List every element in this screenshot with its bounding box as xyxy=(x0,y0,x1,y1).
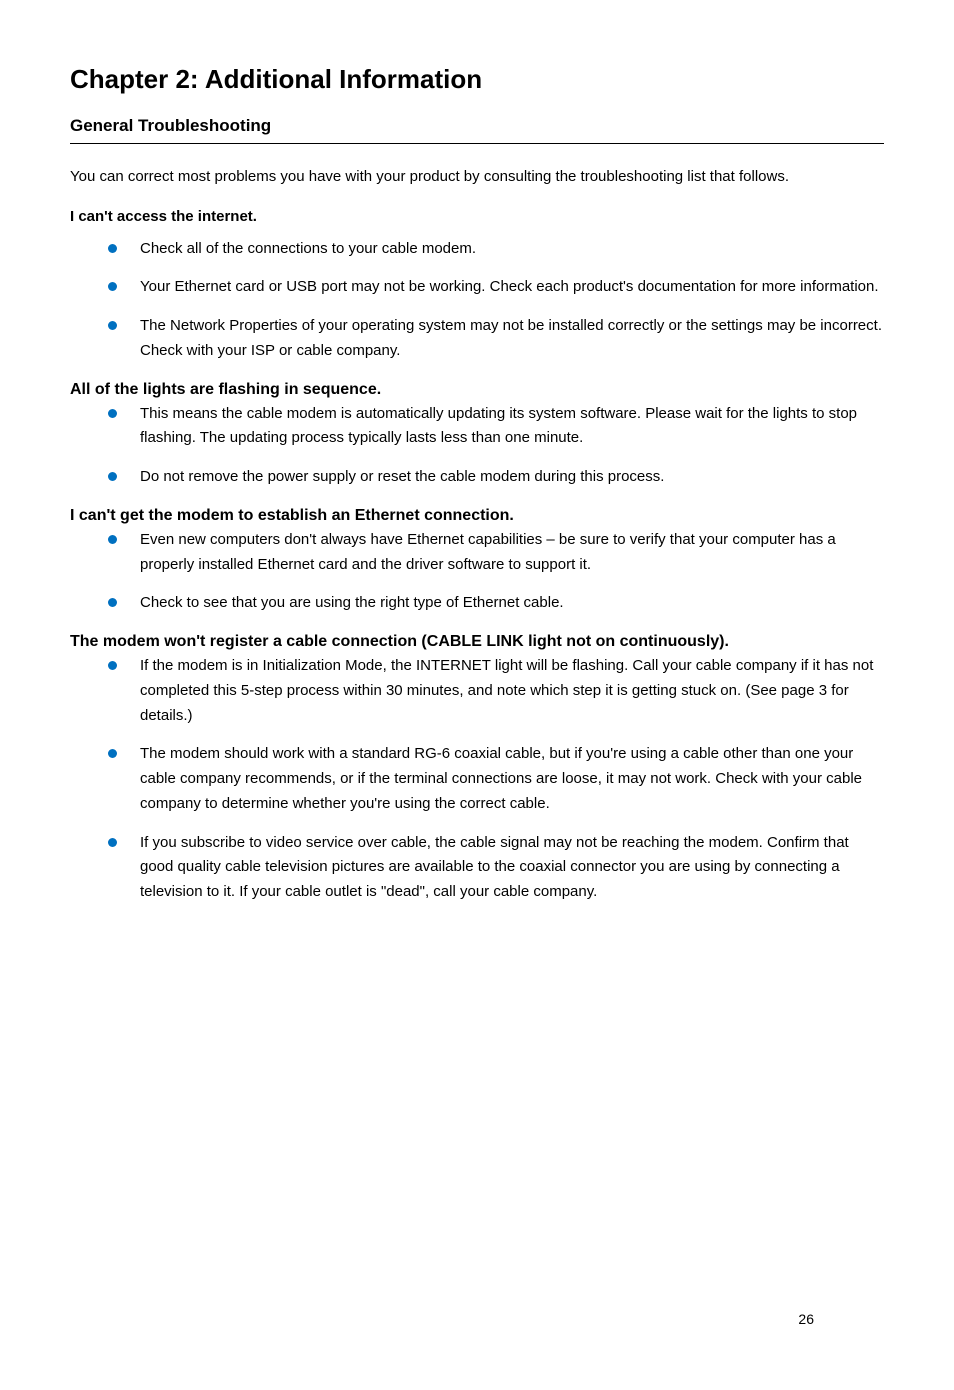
list-item: Do not remove the power supply or reset … xyxy=(70,465,884,490)
list-item: The modem should work with a standard RG… xyxy=(70,742,884,816)
troubleshooting-list: This means the cable modem is automatica… xyxy=(70,402,884,490)
troubleshooting-groups: I can't access the internet. Check all of… xyxy=(70,206,884,905)
page: Chapter 2: Additional Information Genera… xyxy=(70,60,884,1350)
troubleshooting-heading: I can't access the internet. xyxy=(70,206,884,229)
troubleshooting-heading: All of the lights are flashing in sequen… xyxy=(70,378,884,402)
list-item: If the modem is in Initialization Mode, … xyxy=(70,654,884,728)
troubleshooting-list: Check all of the connections to your cab… xyxy=(70,237,884,364)
intro-paragraph: You can correct most problems you have w… xyxy=(70,166,884,189)
troubleshooting-list: If the modem is in Initialization Mode, … xyxy=(70,654,884,905)
section-heading: General Troubleshooting xyxy=(70,113,884,144)
troubleshooting-list: Even new computers don't always have Eth… xyxy=(70,528,884,616)
list-item: Check to see that you are using the righ… xyxy=(70,591,884,616)
page-number: 26 xyxy=(798,1309,814,1330)
list-item: Check all of the connections to your cab… xyxy=(70,237,884,262)
list-item: This means the cable modem is automatica… xyxy=(70,402,884,452)
list-item: Your Ethernet card or USB port may not b… xyxy=(70,275,884,300)
list-item: If you subscribe to video service over c… xyxy=(70,831,884,905)
list-item: The Network Properties of your operating… xyxy=(70,314,884,364)
troubleshooting-heading: The modem won't register a cable connect… xyxy=(70,630,884,654)
chapter-title: Chapter 2: Additional Information xyxy=(70,60,884,99)
list-item: Even new computers don't always have Eth… xyxy=(70,528,884,578)
troubleshooting-heading: I can't get the modem to establish an Et… xyxy=(70,504,884,528)
